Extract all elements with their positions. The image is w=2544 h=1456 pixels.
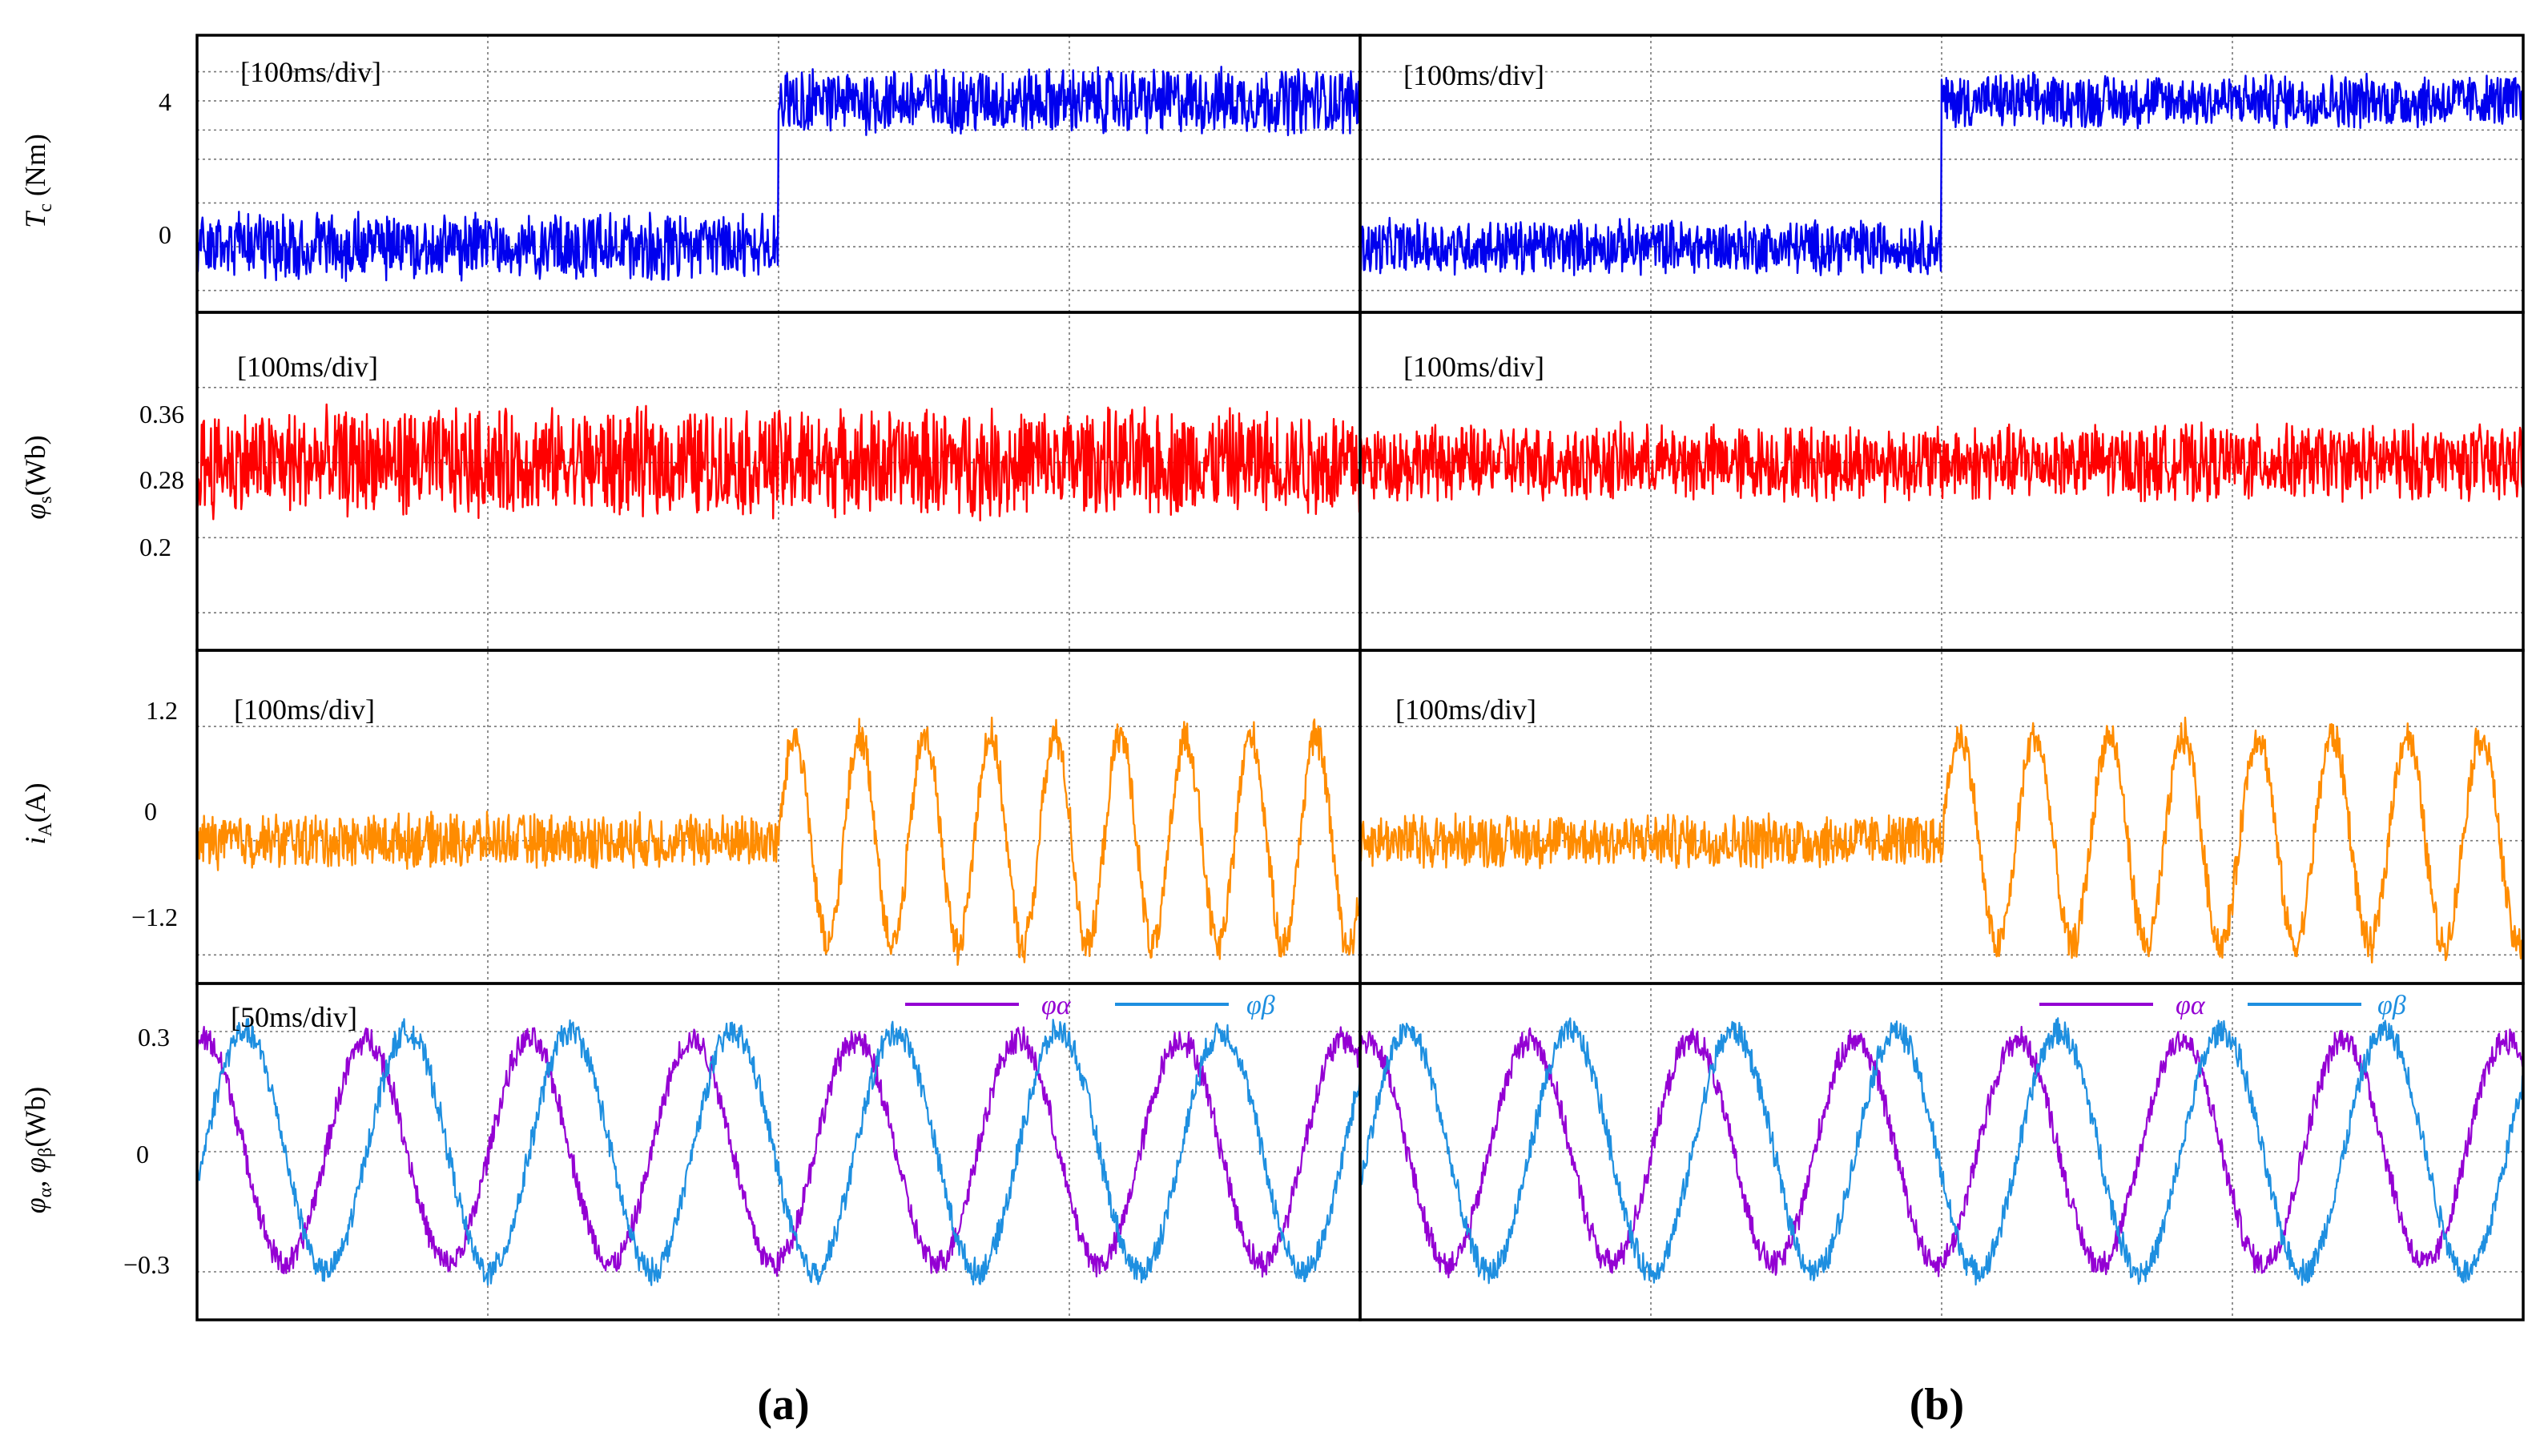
ytick-current-0: 0 [144, 797, 157, 826]
frame-layer [195, 34, 2525, 1321]
time-div-a-flux: [100ms/div] [237, 351, 378, 383]
trace-a-flux_ab-φα [195, 1025, 1362, 1278]
legend-b-beta-label: φβ [2377, 991, 2406, 1020]
ytick-current-12: 1.2 [146, 696, 178, 725]
ytick-torque-4: 4 [159, 87, 171, 116]
legend-b-alpha-label: φα [2176, 991, 2206, 1020]
ytick-current-neg12: −1.2 [131, 903, 178, 931]
panel-label-a: (a) [757, 1380, 809, 1430]
ytick-flux-ab-neg03: −0.3 [123, 1250, 170, 1279]
time-div-b-torque: [100ms/div] [1403, 59, 1544, 91]
ytick-flux-028: 0.28 [139, 465, 184, 494]
time-div-group: [100ms/div] [100ms/div] [100ms/div] [100… [231, 56, 1544, 1033]
trace-a-torque-Tc [195, 66, 1362, 283]
ytick-group: 4 0 0.36 0.28 0.2 1.2 0 −1.2 0.3 0 −0.3 [123, 87, 184, 1279]
trace-layer [195, 66, 2525, 1286]
time-div-a-flux-ab: [50ms/div] [231, 1001, 357, 1033]
legend-a-alpha-label: φα [1041, 991, 1072, 1020]
time-div-a-current: [100ms/div] [234, 694, 375, 726]
ylabel-flux-alpha-beta: φα, φβ(Wb) [19, 1087, 56, 1214]
legend-a: φα φβ [905, 991, 1275, 1020]
time-div-b-flux: [100ms/div] [1403, 351, 1544, 383]
ytick-flux-02: 0.2 [139, 533, 171, 561]
trace-b-flux_ab-φβ [1359, 1017, 2525, 1286]
panel-label-b: (b) [1910, 1380, 1964, 1430]
time-div-b-current: [100ms/div] [1395, 694, 1536, 726]
ytick-flux-ab-0: 0 [136, 1140, 149, 1168]
ytick-flux-036: 0.36 [139, 400, 184, 428]
time-div-a-torque: [100ms/div] [240, 56, 381, 88]
trace-b-current-iA [1359, 716, 2525, 964]
trace-a-flux_ab-φβ [195, 1017, 1362, 1286]
trace-a-current-iA [195, 716, 1362, 967]
trace-b-flux_ab-φα [1359, 1025, 2525, 1279]
trace-b-torque-Tc [1359, 71, 2525, 276]
legend-a-beta-label: φβ [1246, 991, 1275, 1020]
ytick-flux-ab-03: 0.3 [138, 1023, 170, 1052]
legend-b: φα φβ [2039, 991, 2406, 1020]
ytick-torque-0: 0 [159, 220, 171, 249]
trace-a-flux_mag-φs [195, 403, 1362, 522]
trace-b-flux_mag-φs [1359, 420, 2525, 504]
ylabel-torque: Tc (Nm) [19, 134, 56, 228]
frame-b-flux_ab [1359, 982, 2525, 1321]
ylabel-flux-magnitude: φs(Wb) [19, 435, 56, 519]
ylabel-current: iA(A) [19, 782, 56, 844]
